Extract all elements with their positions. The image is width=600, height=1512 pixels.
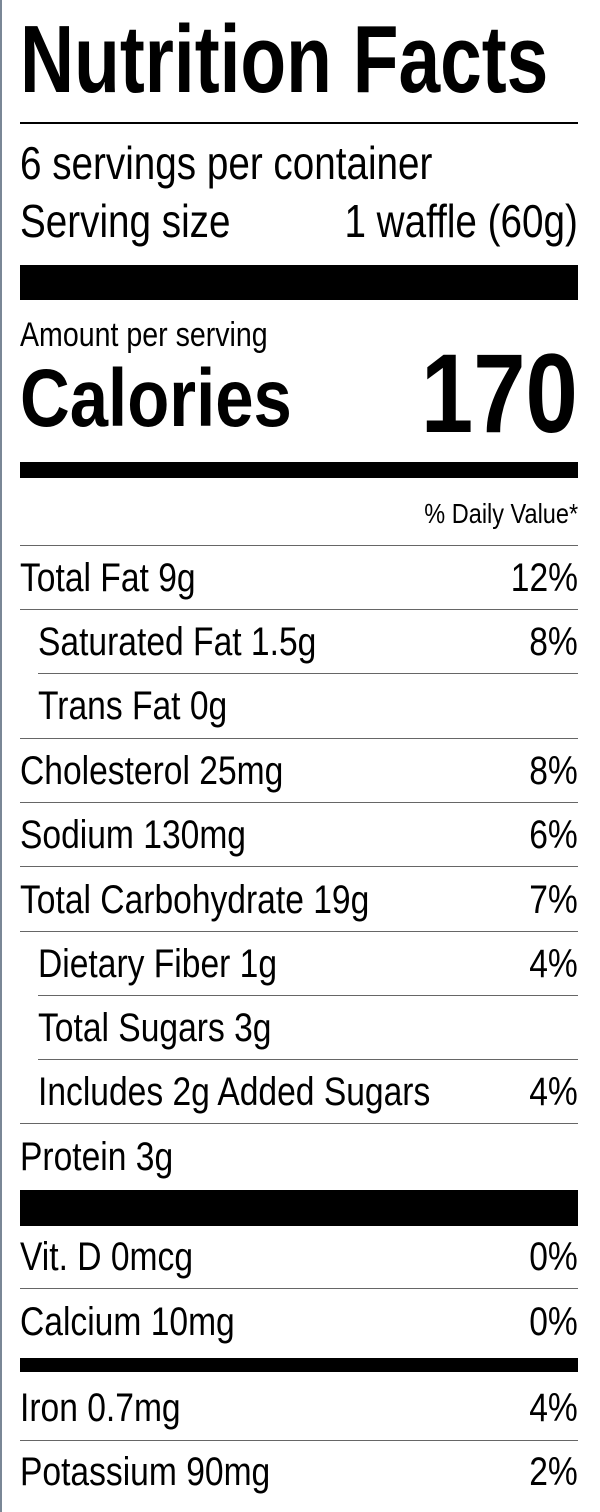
nutrient-name: Cholesterol 25mg (20, 749, 284, 793)
dv-header: % Daily Value* (424, 498, 578, 529)
nutrient-dv: 8% (529, 620, 578, 664)
vitamin-dv: 4% (529, 1386, 578, 1430)
medium-bar (20, 1358, 578, 1372)
rule (20, 122, 578, 124)
nutrient-name: Total Fat 9g (20, 556, 196, 600)
thick-bar (20, 1190, 578, 1226)
vitamin-name: Iron 0.7mg (20, 1386, 181, 1430)
nutrient-dv: 8% (529, 749, 578, 793)
nutrient-dv: 6% (529, 813, 578, 857)
vitamin-dv: 0% (529, 1235, 578, 1279)
nutrient-name: Total Sugars 3g (38, 1006, 272, 1050)
vitamin-dv: 0% (529, 1300, 578, 1344)
left-border (0, 0, 2, 1512)
rule (20, 1288, 578, 1289)
servings: 6 servings per container (20, 137, 433, 189)
rule (20, 931, 578, 932)
thick-bar (20, 265, 578, 300)
vitamin-name: Calcium 10mg (20, 1300, 235, 1344)
rule (20, 1123, 578, 1124)
serving-size-label: Serving size (20, 195, 231, 247)
rule (20, 802, 578, 803)
nutrient-dv: 4% (529, 942, 578, 986)
amount-label: Amount per serving (20, 316, 268, 354)
vitamin-name: Potassium 90mg (20, 1450, 271, 1494)
nutrient-dv: 7% (529, 878, 578, 922)
calories-label: Calories (20, 353, 292, 444)
vitamin-name: Vit. D 0mcg (20, 1235, 194, 1279)
rule (38, 673, 578, 674)
rule (20, 609, 578, 610)
rule (20, 866, 578, 867)
nutrient-dv: 12% (510, 556, 578, 600)
calories-value: 170 (421, 331, 578, 456)
nutrient-name: Sodium 130mg (20, 813, 246, 857)
nutrient-name: Includes 2g Added Sugars (38, 1070, 431, 1114)
medium-bar (20, 462, 578, 478)
nutrient-name: Protein 3g (20, 1135, 174, 1179)
rule (20, 1440, 578, 1441)
nutrient-name: Trans Fat 0g (38, 684, 228, 728)
title: Nutrition Facts (20, 6, 549, 113)
serving-size: 1 waffle (60g) (344, 195, 578, 247)
nutrient-name: Saturated Fat 1.5g (38, 620, 317, 664)
rule (20, 738, 578, 739)
nutrient-name: Total Carbohydrate 19g (20, 878, 370, 922)
rule (38, 995, 578, 996)
nutrient-name: Dietary Fiber 1g (38, 942, 278, 986)
rule (20, 545, 578, 546)
nutrient-dv: 4% (529, 1070, 578, 1114)
vitamin-dv: 2% (529, 1450, 578, 1494)
rule (38, 1059, 578, 1060)
